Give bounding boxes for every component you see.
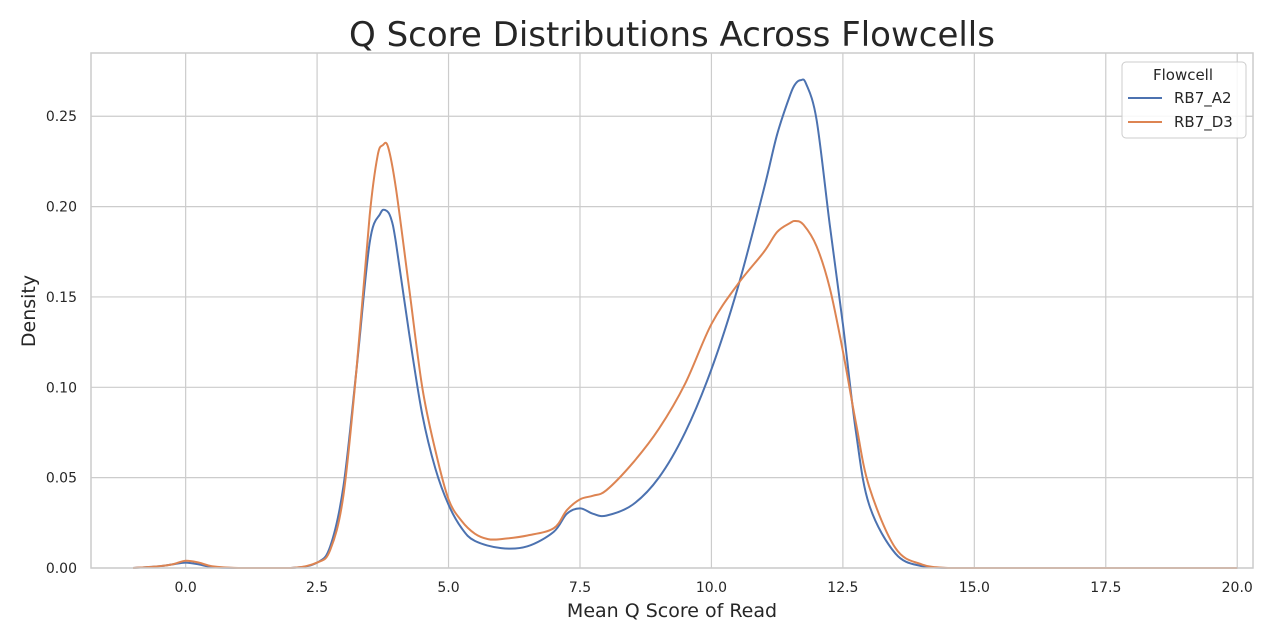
series-line-rb7-d3: [132, 141, 1238, 570]
legend[interactable]: Flowcell RB7_A2 RB7_D3: [1121, 61, 1247, 139]
x-tick-label: 7.5: [569, 580, 591, 596]
x-tick-label: 5.0: [437, 580, 459, 596]
y-tick-label: 0.05: [46, 471, 77, 487]
series-lines: [132, 78, 1238, 570]
plot-frame: [90, 52, 1254, 569]
y-tick-labels: 0.00 0.05 0.10 0.15 0.20 0.25: [46, 109, 77, 577]
x-tick-label: 15.0: [959, 580, 990, 596]
legend-box: [1121, 61, 1247, 139]
x-tick-label: 10.0: [696, 580, 727, 596]
x-tick-label: 20.0: [1222, 580, 1253, 596]
legend-label-rb7-d3: RB7_D3: [1174, 113, 1233, 132]
legend-label-rb7-a2: RB7_A2: [1174, 89, 1232, 108]
series-line-rb7-a2: [132, 78, 1238, 570]
chart-title: Q Score Distributions Across Flowcells: [349, 15, 995, 55]
y-tick-label: 0.10: [46, 380, 77, 396]
x-tick-label: 2.5: [306, 580, 328, 596]
y-tick-label: 0.00: [46, 561, 77, 577]
x-tick-label: 12.5: [827, 580, 858, 596]
y-axis-label: Density: [18, 275, 40, 347]
x-gridlines: [185, 53, 1238, 568]
y-tick-label: 0.25: [46, 109, 77, 125]
y-tick-label: 0.20: [46, 200, 77, 216]
legend-title: Flowcell: [1153, 66, 1213, 84]
x-tick-label: 17.5: [1090, 580, 1121, 596]
y-tick-label: 0.15: [46, 290, 77, 306]
plot-area: [91, 53, 1253, 568]
x-axis-label: Mean Q Score of Read: [567, 600, 777, 622]
x-tick-labels: 0.0 2.5 5.0 7.5 10.0 12.5 15.0 17.5 20.0: [175, 580, 1253, 596]
x-tick-label: 0.0: [175, 580, 197, 596]
